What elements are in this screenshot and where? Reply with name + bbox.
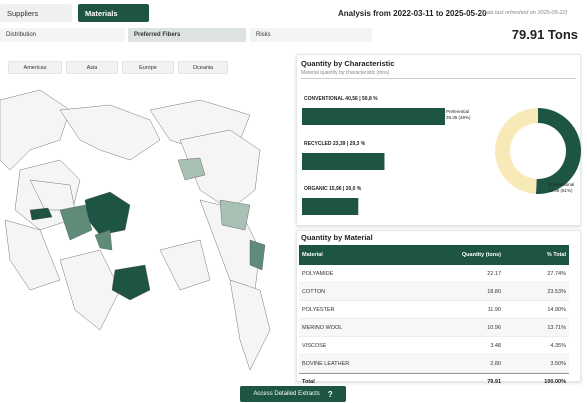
table-cell: MERINO WOOL bbox=[302, 324, 343, 331]
total-cell: 100.00% bbox=[544, 378, 566, 385]
total-cell: Total bbox=[302, 378, 315, 385]
countries bbox=[0, 89, 271, 371]
characteristic-chart: CONVENTIONAL 40,56 | 50,8 % RECYCLED 23,3… bbox=[302, 96, 581, 215]
table-cell: POLYESTER bbox=[302, 306, 335, 313]
panel-title: Quantity by Characteristic bbox=[301, 59, 395, 68]
tab-suppliers[interactable]: Suppliers bbox=[0, 4, 72, 22]
table-total: Total 79.91 100.00% bbox=[299, 373, 569, 389]
table-row: MERINO WOOL 10.96 13.71% bbox=[299, 319, 569, 337]
column-header: Quantity (tons) bbox=[461, 252, 501, 258]
button-label: Access Detailed Extracts bbox=[253, 391, 320, 397]
region-button[interactable]: Oceania bbox=[178, 61, 228, 74]
table-cell: BOVINE LEATHER bbox=[302, 360, 350, 367]
world-map bbox=[0, 89, 271, 371]
table-cell: 3.50% bbox=[550, 360, 566, 367]
bar bbox=[302, 153, 385, 170]
table-cell: 11.90 bbox=[487, 306, 501, 313]
table-row: BOVINE LEATHER 2.80 3.50% bbox=[299, 355, 569, 373]
table-cell: 22.17 bbox=[487, 270, 501, 277]
subtab[interactable]: Risks bbox=[250, 28, 372, 42]
panel-subtitle: Material quantity by characteristic (ton… bbox=[301, 70, 576, 79]
region-button[interactable]: Americas bbox=[8, 61, 62, 74]
donut-slice bbox=[495, 108, 538, 194]
table-cell: 27.74% bbox=[547, 270, 566, 277]
subtab[interactable]: Distribution bbox=[0, 28, 125, 42]
help-icon[interactable]: ? bbox=[327, 389, 333, 399]
table-row: POLYESTER 11.90 14.90% bbox=[299, 301, 569, 319]
total-cell: 79.91 bbox=[487, 378, 501, 385]
total-tons: 79.91 Tons bbox=[511, 27, 578, 42]
subtab-active[interactable]: Preferred Fibers bbox=[128, 28, 246, 42]
table-cell: 3.48 bbox=[490, 342, 501, 349]
donut-value: 39.35 (49%) bbox=[446, 115, 471, 120]
tab-materials[interactable]: Materials bbox=[78, 4, 149, 22]
panel-title: Quantity by Material bbox=[301, 233, 373, 242]
table-cell: 23.53% bbox=[547, 288, 566, 295]
table-cell: 2.80 bbox=[490, 360, 501, 367]
header-title: Analysis from 2022-03-11 to 2025-05-20 bbox=[338, 9, 487, 18]
table-row: VISCOSE 3.48 4.35% bbox=[299, 337, 569, 355]
bar-label: RECYCLED 23,39 | 29,3 % bbox=[304, 141, 366, 147]
extract-button[interactable]: Access Detailed Extracts ? bbox=[240, 386, 346, 402]
table-row: POLYAMIDE 22.17 27.74% bbox=[299, 265, 569, 283]
table-cell: 14.90% bbox=[547, 306, 566, 313]
donut-value: 40.56 (51%) bbox=[548, 188, 573, 193]
bar-label: CONVENTIONAL 40,56 | 50,8 % bbox=[304, 96, 378, 102]
donut-slice bbox=[535, 108, 581, 194]
donut-label: Preferential bbox=[446, 109, 469, 114]
table-cell: 13.71% bbox=[547, 324, 566, 331]
material-table: Material Quantity (tons) % Total POLYAMIDE 2… bbox=[299, 245, 569, 389]
light-countries bbox=[177, 157, 251, 231]
table-cell: 10.96 bbox=[487, 324, 501, 331]
column-header: Material bbox=[302, 252, 323, 258]
bar bbox=[302, 198, 359, 215]
mid-countries bbox=[59, 204, 266, 271]
table-row: COTTON 18.80 23.53% bbox=[299, 283, 569, 301]
table-cell: 18.80 bbox=[487, 288, 501, 295]
table-cell: 4.35% bbox=[550, 342, 566, 349]
characteristic-panel bbox=[296, 54, 581, 226]
highlighted-countries bbox=[29, 191, 151, 301]
region-button[interactable]: Europe bbox=[122, 61, 174, 74]
refresh-note: (Data last refreshed on 2025-05-22) bbox=[480, 10, 568, 16]
table-cell: COTTON bbox=[302, 288, 326, 295]
donut-label: Conventional bbox=[548, 182, 574, 187]
column-header: % Total bbox=[546, 252, 566, 258]
table-cell: POLYAMIDE bbox=[302, 270, 334, 277]
bar bbox=[302, 108, 445, 125]
table-cell: VISCOSE bbox=[302, 342, 327, 349]
region-button[interactable]: Asia bbox=[66, 61, 118, 74]
table-header: Material Quantity (tons) % Total bbox=[299, 245, 569, 265]
bar-label: ORGANIC 15,96 | 20,0 % bbox=[304, 186, 362, 192]
